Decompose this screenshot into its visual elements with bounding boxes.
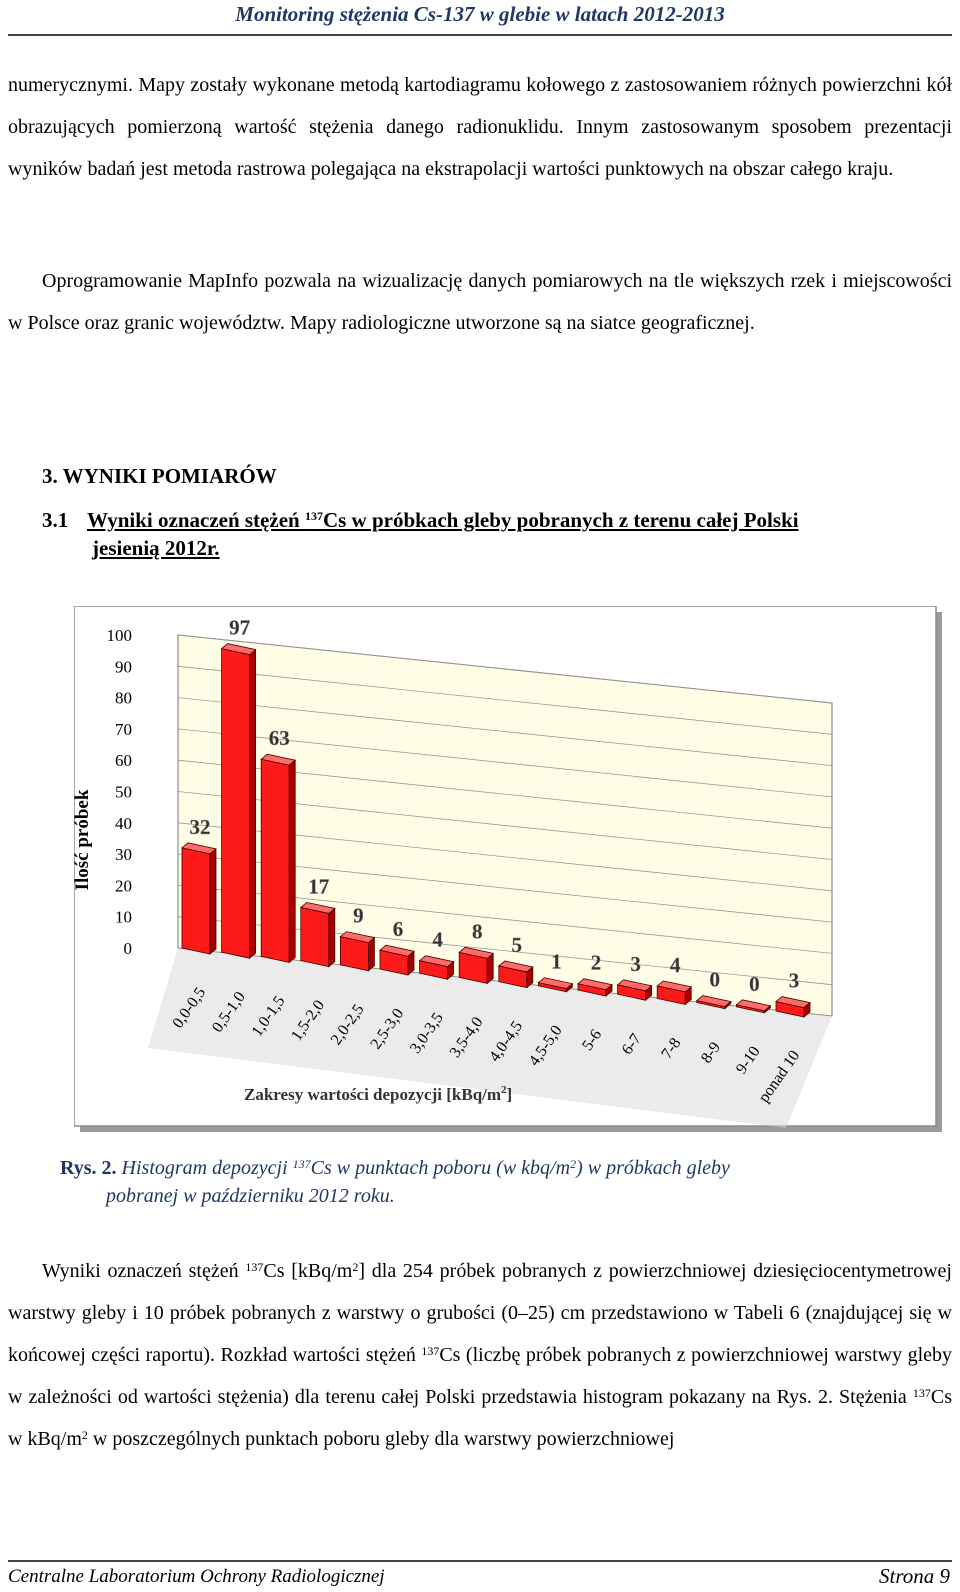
page-header-title: Monitoring stężenia Cs-137 w glebie w la… [235,2,725,26]
caption-text-b: Cs w punktach poboru (w kbq/m [310,1157,571,1179]
bar-top [220,643,257,656]
chart-gridline [177,697,833,766]
results-text-c: ] dla 254 próbek pobranych z powierzchni… [8,1260,952,1366]
results-sup3: 137 [421,1344,440,1358]
subsection-title-line2: jesienią 2012r. [92,536,220,560]
bar-side [328,907,336,968]
bar-value-label: 3 [789,969,800,993]
bar-value-label: 4 [670,953,681,977]
y-tick-label: 60 [115,751,132,770]
results-sup5: 2 [81,1428,88,1442]
bar-side [249,648,257,960]
bar-side [288,759,296,964]
subsection-title-b: Cs w próbkach gleby pobranych z terenu c… [322,508,799,532]
chart-gridline [177,634,833,704]
y-axis-label: Ilość próbek [74,789,93,890]
results-text-e: Cs w kBq/m [8,1386,952,1450]
results-text-f: w poszczególnych punktach poboru gleby d… [87,1428,675,1450]
bar-top [458,946,495,959]
bar-top [260,753,297,766]
bar-value-label: 0 [710,968,721,992]
bar-value-label: 5 [512,933,523,957]
results-sup2: 2 [352,1260,359,1274]
bar-top [497,960,534,973]
bar-top [656,980,693,993]
figure-caption: Rys. 2. Histogram depozycji 137Cs w punk… [60,1154,940,1210]
bar-front [221,648,251,959]
y-tick-label: 70 [115,720,132,739]
bar-front [300,906,330,968]
y-tick-label: 30 [115,845,132,864]
section-heading: 3. WYNIKI POMIARÓW [42,464,277,488]
histogram-chart: 0 10 20 30 40 50 60 70 80 90 100 Ilość próbek 32 97 63… [72,605,946,1136]
bar-value-label: 32 [190,815,211,839]
bar-top [181,842,217,855]
caption-text-a: Histogram depozycji [116,1157,293,1179]
bar-value-label: 3 [630,952,641,976]
bar-value-label: 4 [432,928,443,952]
caption-sup1: 137 [292,1157,311,1171]
bar-top [418,955,455,968]
results-sup4: 137 [912,1386,931,1400]
x-axis-label: Zakresy wartości depozycji [kBq/m2] [244,1084,512,1104]
bar-front [181,847,211,955]
bar-side [209,847,217,955]
bar-value-label: 63 [269,726,290,750]
y-tick-label: 50 [115,783,132,802]
bar-top [735,999,772,1012]
bar-top [616,979,653,992]
bar-value-label: 0 [749,972,760,996]
bar-value-label: 9 [353,904,364,928]
chart-floor [148,948,832,1128]
bar-value-label: 8 [472,919,483,943]
footer-divider [8,1560,952,1562]
bar-top [537,977,574,990]
caption-sup2: 2 [570,1157,577,1171]
results-text-a: Wyniki oznaczeń stężeń [42,1260,246,1282]
chart-gridline [177,665,833,735]
footer-page-number: Strona 9 [879,1564,950,1588]
y-tick-label: 10 [115,908,132,927]
paragraph-mapinfo: Oprogramowanie MapInfo pozwala na wizual… [8,270,952,334]
caption-text-c: ) w próbkach gleby [576,1157,730,1179]
bar-top [339,931,376,944]
caption-label: Rys. 2. [60,1157,117,1179]
y-tick-label: 100 [107,626,133,645]
results-sup1: 137 [245,1260,264,1274]
y-tick-label: 40 [115,814,132,833]
bar-side [367,936,375,972]
paragraph-results: Wyniki oznaczeń stężeń 137Cs [kBq/m2] dl… [8,1250,952,1460]
footer-institution: Centralne Laboratorium Ochrony Radiologi… [8,1566,385,1587]
bar-value-label: 17 [308,874,329,898]
bar-top [577,978,613,991]
subsection-sup: 137 [304,509,323,523]
subsection-title-a: Wyniki oznaczeń stężeń [87,508,305,532]
chart-gridline [177,728,833,798]
bar-top [379,944,415,957]
caption-line2: pobranej w październiku 2012 roku. [106,1185,395,1207]
y-tick-label: 90 [115,657,132,676]
results-text-d: Cs (liczbę próbek pobranych z powierzchn… [8,1344,952,1408]
bar-value-label: 1 [551,950,562,974]
results-text-b: Cs [kBq/m [263,1260,353,1282]
y-tick-label: 80 [115,689,132,708]
bar-top [775,996,811,1009]
bar-value-label: 97 [229,616,250,640]
y-tick-label: 20 [115,876,132,895]
subsection-heading: 3.1 Wyniki oznaczeń stężeń 137Cs w próbka… [42,506,957,562]
bar-top [299,901,336,914]
bar-front [260,758,290,963]
subsection-number: 3.1 [42,508,69,532]
paragraph-intro: numerycznymi. Mapy zostały wykonane meto… [8,74,952,180]
bar-value-label: 6 [393,917,404,941]
bar-value-label: 2 [591,951,602,975]
header-divider [8,34,952,36]
bar-top [695,995,732,1008]
y-tick-label: 0 [124,939,133,958]
